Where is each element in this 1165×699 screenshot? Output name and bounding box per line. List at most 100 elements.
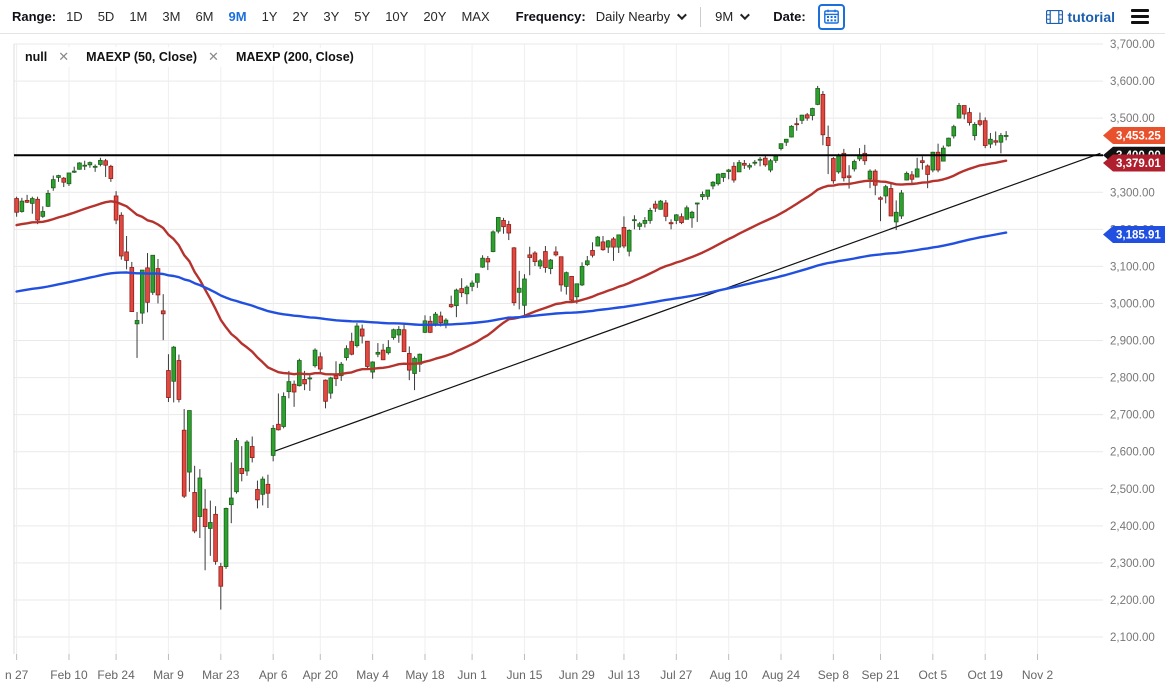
- x-axis-label: Jun 29: [559, 668, 595, 682]
- period-value: 9M: [715, 9, 734, 24]
- chart-area: null ✕ MAEXP (50, Close) ✕ MAEXP (200, Close…: [0, 34, 1165, 694]
- x-axis-label: Feb 24: [97, 668, 135, 682]
- close-icon[interactable]: ✕: [208, 49, 219, 64]
- range-option-20y[interactable]: 20Y: [423, 9, 447, 24]
- candle-up: [951, 126, 957, 137]
- candle-up: [391, 329, 396, 338]
- candle-down: [511, 247, 517, 304]
- range-option-3m[interactable]: 3M: [162, 9, 181, 24]
- candle-down: [317, 356, 323, 370]
- y-axis-label: 2,100.00: [1110, 632, 1155, 644]
- x-axis-label: Aug 24: [762, 668, 800, 682]
- candle-up: [197, 477, 203, 517]
- candle-down: [993, 140, 998, 143]
- ema200-price-flag-value: 3,185.91: [1116, 230, 1161, 242]
- y-axis-label: 2,300.00: [1110, 558, 1155, 570]
- y-axis-label: 2,200.00: [1110, 595, 1155, 607]
- range-option-6m[interactable]: 6M: [195, 9, 214, 24]
- candle-down: [820, 94, 826, 136]
- range-option-3y[interactable]: 3Y: [323, 9, 340, 24]
- study-chip: null ✕: [22, 47, 73, 67]
- candle-up: [778, 143, 784, 149]
- candle-up: [223, 507, 229, 567]
- candle-up: [281, 396, 286, 427]
- candle-up: [710, 181, 716, 187]
- ema50-price-flag: [1103, 154, 1165, 172]
- x-axis-label: Feb 10: [50, 668, 88, 682]
- price-chart-canvas[interactable]: 3,700.003,600.003,500.003,400.003,300.00…: [0, 34, 1165, 694]
- candle-up: [228, 497, 234, 506]
- range-option-1m[interactable]: 1M: [129, 9, 148, 24]
- candle-up: [998, 135, 1004, 143]
- candle-down: [543, 251, 548, 268]
- candle-up: [50, 179, 56, 189]
- candle-up: [464, 286, 470, 295]
- y-axis-label: 2,600.00: [1110, 447, 1155, 459]
- candle-up: [454, 289, 459, 307]
- x-axis-label: Jun 1: [457, 668, 487, 682]
- candle-down: [967, 112, 972, 123]
- candle-down: [181, 429, 187, 497]
- candle-up: [82, 164, 87, 167]
- candle-up: [328, 377, 334, 394]
- candle-down: [553, 251, 559, 256]
- period-dropdown[interactable]: 9M: [715, 9, 751, 24]
- range-option-9m[interactable]: 9M: [228, 9, 247, 24]
- candle-up: [386, 347, 391, 354]
- candle-down: [506, 224, 512, 234]
- x-axis-label: Sep 8: [818, 668, 850, 682]
- candle-up: [139, 269, 145, 314]
- menu-icon[interactable]: [1131, 9, 1149, 24]
- toolbar-divider: [700, 6, 702, 27]
- candle-up: [584, 260, 590, 265]
- range-option-1y[interactable]: 1Y: [261, 9, 278, 24]
- range-option-5y[interactable]: 5Y: [354, 9, 371, 24]
- candle-down: [961, 105, 967, 115]
- candle-down: [920, 160, 925, 163]
- candle-down: [448, 304, 454, 308]
- range-option-5d[interactable]: 5D: [97, 9, 115, 24]
- candle-down: [438, 315, 443, 324]
- range-option-2y[interactable]: 2Y: [292, 9, 309, 24]
- tutorial-label: tutorial: [1067, 8, 1115, 25]
- candle-up: [956, 105, 962, 119]
- range-option-10y[interactable]: 10Y: [385, 9, 409, 24]
- ema50-line[interactable]: [15, 159, 1008, 376]
- candle-up: [946, 137, 951, 147]
- trendline[interactable]: [272, 152, 1101, 453]
- y-axis-label: 2,400.00: [1110, 521, 1155, 533]
- candle-down: [982, 120, 988, 146]
- candle-down: [909, 174, 915, 180]
- candle-up: [396, 328, 402, 336]
- candle-up: [674, 214, 679, 221]
- candle-down: [731, 165, 737, 181]
- candle-up: [98, 159, 103, 165]
- candle-up: [480, 257, 485, 268]
- candle-down: [621, 227, 627, 247]
- x-axis-label: May 18: [405, 668, 445, 682]
- candle-up: [768, 160, 773, 171]
- candle-down: [213, 513, 218, 562]
- range-option-max[interactable]: MAX: [461, 9, 490, 24]
- ema200-line[interactable]: [15, 231, 1008, 326]
- candle-up: [422, 320, 428, 333]
- frequency-dropdown[interactable]: Daily Nearby: [596, 9, 688, 24]
- candle-down: [878, 197, 883, 200]
- close-icon[interactable]: ✕: [58, 49, 70, 64]
- candle-down: [611, 238, 616, 248]
- candle-down: [359, 328, 365, 337]
- candle-up: [564, 272, 569, 287]
- candle-down: [380, 349, 386, 361]
- candle-up: [171, 346, 176, 382]
- range-option-1d[interactable]: 1D: [66, 9, 83, 24]
- candle-up: [637, 223, 642, 227]
- candle-down: [249, 446, 255, 459]
- candle-up: [187, 410, 192, 473]
- candle-down: [831, 158, 836, 182]
- candle-down: [160, 310, 166, 315]
- y-axis-label: 2,900.00: [1110, 336, 1155, 348]
- date-picker-button[interactable]: [817, 3, 845, 30]
- tutorial-link[interactable]: tutorial: [1045, 8, 1115, 25]
- candle-up: [134, 320, 140, 325]
- candle-up: [490, 231, 496, 252]
